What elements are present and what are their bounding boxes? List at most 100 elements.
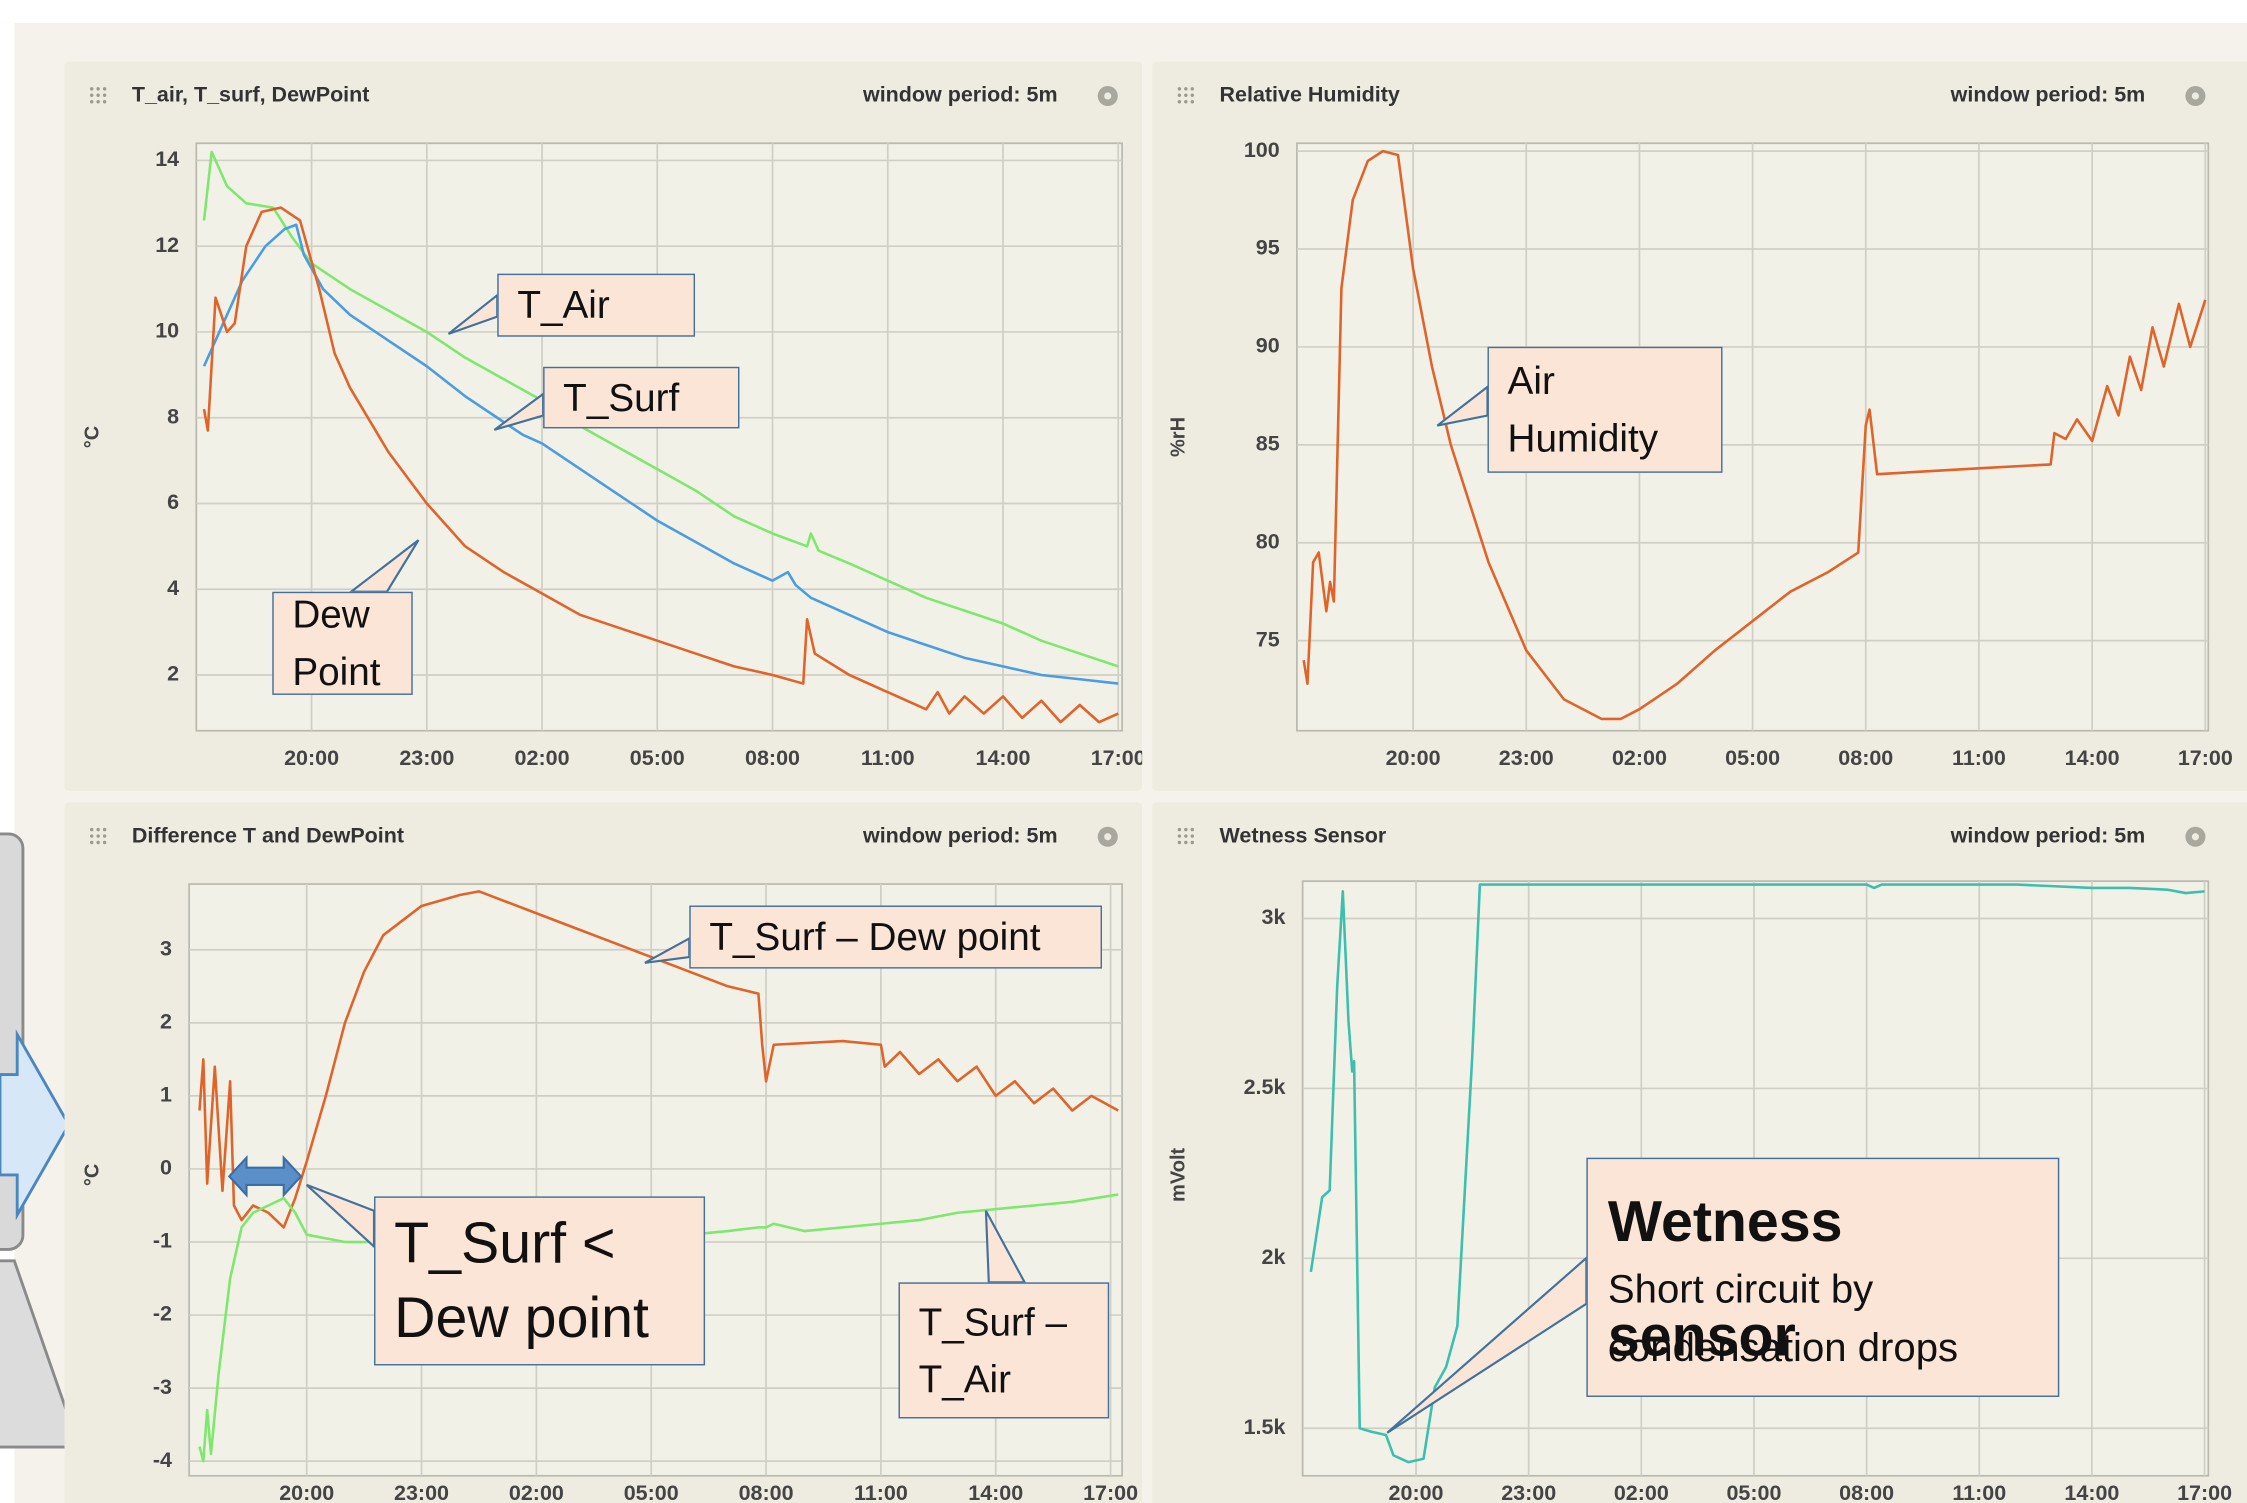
drag-handle-dot: [96, 87, 99, 90]
callout: Dew Point: [272, 592, 412, 695]
drag-handle-dot: [1178, 841, 1181, 844]
panel-title: T_air, T_surf, DewPoint: [132, 83, 370, 107]
settings-gear-hole: [1104, 92, 1111, 99]
callout: T_Surf – Dew point: [689, 906, 1102, 969]
y-tick-label: 8: [167, 404, 179, 428]
drag-handle-dot: [1178, 100, 1181, 103]
drag-handle-dot: [90, 100, 93, 103]
settings-gear-hole: [2192, 833, 2199, 840]
callout: Air Humidity: [1487, 347, 1722, 473]
panel: Wetness Sensorwindow period: 5m1.5k2k2.5…: [1152, 802, 2247, 1503]
drag-handle-dot: [1178, 87, 1181, 90]
callout-text: Air Humidity: [1508, 352, 1703, 467]
drag-handle-dot: [90, 841, 93, 844]
settings-gear-hole: [2192, 92, 2199, 99]
panel-title: Difference T and DewPoint: [132, 823, 404, 847]
x-tick-label: 02:00: [515, 746, 570, 770]
callout-text: T_Surf < Dew point: [394, 1206, 685, 1355]
drag-handle-dot: [96, 841, 99, 844]
y-tick-label: 75: [1256, 627, 1280, 651]
y-axis-label: mVolt: [1168, 1147, 1190, 1202]
x-tick-label: 20:00: [279, 1481, 334, 1503]
drag-handle-dot: [1178, 94, 1181, 97]
x-tick-label: 05:00: [1725, 746, 1780, 770]
drag-handle-dot: [90, 87, 93, 90]
x-tick-label: 17:00: [1091, 746, 1146, 770]
window-period: window period: 5m: [862, 83, 1058, 107]
top-strip: [0, 0, 2247, 23]
x-tick-label: 11:00: [1952, 746, 2006, 770]
x-tick-label: 11:00: [861, 746, 915, 770]
callout-text: T_Surf – T_Air: [919, 1293, 1090, 1408]
dashboard: T_air, T_surf, DewPoint window period: 5m…: [0, 0, 2247, 1503]
drag-handle-dot: [96, 828, 99, 831]
drag-handle-dot: [90, 94, 93, 97]
x-tick-label: 23:00: [1499, 746, 1554, 770]
x-tick-label: 11:00: [854, 1481, 908, 1503]
drag-handle-dot: [103, 841, 106, 844]
drag-handle-dot: [1178, 834, 1181, 837]
y-tick-label: 90: [1256, 334, 1280, 358]
drag-handle-dot: [1191, 87, 1194, 90]
drag-handle-dot: [103, 87, 106, 90]
y-tick-label: 1.5k: [1244, 1415, 1286, 1439]
x-tick-label: 20:00: [284, 746, 339, 770]
x-tick-label: 05:00: [624, 1481, 679, 1503]
callout-text: T_Surf: [563, 369, 679, 426]
x-tick-label: 05:00: [1726, 1481, 1781, 1503]
x-tick-label: 02:00: [1612, 746, 1667, 770]
drag-handle-dot: [1184, 834, 1187, 837]
drag-handle-dot: [103, 834, 106, 837]
x-tick-label: 11:00: [1952, 1481, 2006, 1503]
y-tick-label: 85: [1256, 432, 1280, 456]
y-tick-label: 2: [160, 1010, 172, 1034]
callout: T_Air: [497, 274, 695, 337]
y-axis-label: °C: [81, 426, 103, 448]
drag-handle-dot: [1184, 828, 1187, 831]
x-tick-label: 08:00: [1838, 746, 1893, 770]
drag-handle-dot: [1191, 100, 1194, 103]
x-tick-label: 02:00: [1614, 1481, 1669, 1503]
window-period: window period: 5m: [862, 823, 1058, 847]
y-tick-label: -2: [153, 1302, 172, 1326]
callout-text: T_Air: [517, 277, 609, 334]
x-tick-label: 14:00: [968, 1481, 1023, 1503]
drag-handle-dot: [90, 828, 93, 831]
callout-text: Dew Point: [292, 586, 392, 701]
x-tick-label: 23:00: [399, 746, 454, 770]
drag-handle-dot: [1184, 100, 1187, 103]
callout: T_Surf – T_Air: [899, 1282, 1110, 1418]
callout: T_Surf: [543, 367, 739, 429]
y-tick-label: 12: [155, 233, 179, 257]
drag-handle-dot: [1184, 87, 1187, 90]
callout-text: Short circuit by condensation drops: [1608, 1259, 2038, 1376]
drag-handle-dot: [103, 100, 106, 103]
y-tick-label: 10: [155, 319, 179, 343]
drag-handle-dot: [96, 834, 99, 837]
drag-handle-dot: [1191, 94, 1194, 97]
y-tick-label: 80: [1256, 529, 1280, 553]
panel-title: Wetness Sensor: [1220, 823, 1387, 847]
drag-handle-dot: [1191, 841, 1194, 844]
x-tick-label: 17:00: [2177, 1481, 2232, 1503]
x-tick-label: 14:00: [976, 746, 1031, 770]
y-tick-label: 6: [167, 490, 179, 514]
page: T_air, T_surf, DewPoint window period: 5m…: [0, 0, 2247, 1503]
y-tick-label: 14: [155, 147, 179, 171]
x-tick-label: 23:00: [394, 1481, 449, 1503]
window-period: window period: 5m: [1950, 823, 2146, 847]
x-tick-label: 08:00: [745, 746, 800, 770]
drag-handle-dot: [103, 94, 106, 97]
x-tick-label: 08:00: [739, 1481, 794, 1503]
callout-text: T_Surf – Dew point: [709, 908, 1040, 965]
y-axis-label: °C: [81, 1164, 103, 1186]
x-tick-label: 20:00: [1389, 1481, 1444, 1503]
y-tick-label: 95: [1256, 236, 1280, 260]
panel-title: Relative Humidity: [1220, 83, 1400, 107]
laptop-base: [0, 1261, 72, 1447]
x-tick-label: 14:00: [2064, 1481, 2119, 1503]
y-tick-label: 1: [160, 1083, 172, 1107]
drag-handle-dot: [1178, 828, 1181, 831]
callout: T_Surf < Dew point: [374, 1196, 705, 1365]
